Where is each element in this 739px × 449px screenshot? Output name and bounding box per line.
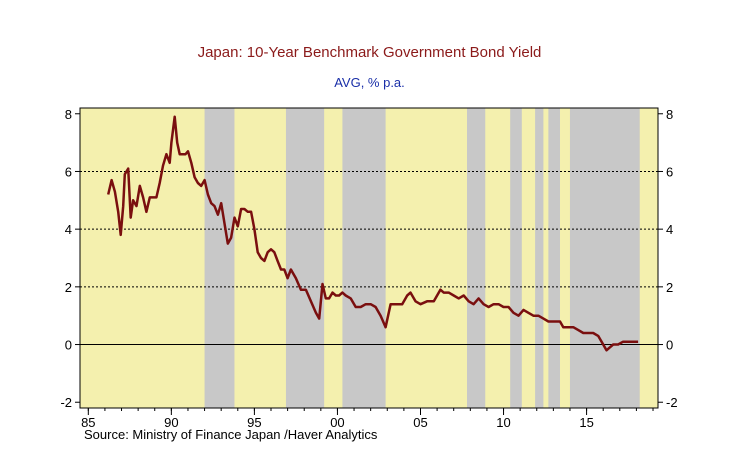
shaded-period	[569, 108, 640, 408]
shaded-period	[285, 108, 325, 408]
y-tick-label-right: 0	[666, 338, 673, 353]
shaded-period	[535, 108, 544, 408]
y-tick-label-left: 4	[65, 222, 72, 237]
x-tick-label: 85	[81, 415, 95, 430]
y-tick-label-right: 2	[666, 280, 673, 295]
y-tick-label-left: 2	[65, 280, 72, 295]
chart-title: Japan: 10-Year Benchmark Government Bond…	[197, 44, 542, 61]
shaded-period	[466, 108, 486, 408]
y-tick-label-left: 0	[65, 338, 72, 353]
x-tick-label: 95	[247, 415, 261, 430]
x-tick-label: 05	[413, 415, 427, 430]
y-tick-label-right: 6	[666, 164, 673, 179]
x-tick-label: 90	[164, 415, 178, 430]
x-tick-label: 15	[579, 415, 593, 430]
y-tick-label-right: 8	[666, 107, 673, 122]
chart-subtitle: AVG, % p.a.	[334, 75, 405, 90]
x-tick-label: 10	[496, 415, 510, 430]
x-tick-label: 00	[330, 415, 344, 430]
y-tick-label-left: 8	[65, 107, 72, 122]
y-tick-label-right: -2	[666, 395, 678, 410]
source-note: Source: Ministry of Finance Japan /Haver…	[84, 427, 378, 442]
plot-frame	[79, 107, 659, 409]
shaded-period	[342, 108, 386, 408]
shaded-period	[510, 108, 522, 408]
series-line	[106, 115, 639, 352]
y-tick-label-left: 6	[65, 164, 72, 179]
shaded-period	[204, 108, 235, 408]
shaded-period	[548, 108, 561, 408]
y-tick-label-right: 4	[666, 222, 673, 237]
y-tick-label-left: -2	[60, 395, 72, 410]
